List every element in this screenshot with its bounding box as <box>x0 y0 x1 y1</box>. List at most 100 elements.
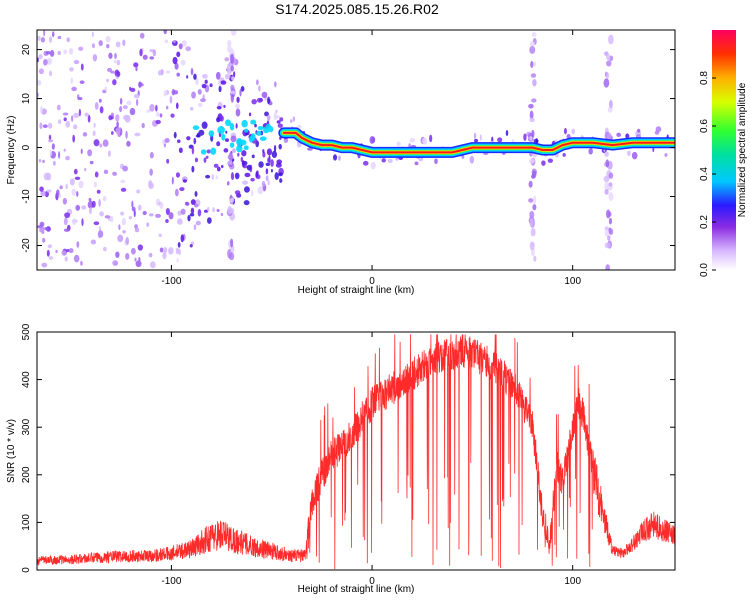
spectral-blob-bright <box>221 133 226 141</box>
spectral-blob <box>370 161 376 170</box>
spectral-blob <box>80 260 83 266</box>
spectral-streak <box>604 242 611 249</box>
spectral-blob <box>169 95 173 104</box>
spectral-blob <box>196 132 200 138</box>
spectral-blob <box>177 139 181 144</box>
snr-y-axis-label: SNR (10 * v/v) <box>6 419 17 483</box>
spectral-blob <box>338 155 341 161</box>
spectral-blob <box>118 224 121 231</box>
spectral-blob <box>216 208 220 213</box>
y-tick-label: 400 <box>21 371 32 388</box>
spectral-blob <box>261 91 268 99</box>
spectral-blob <box>197 209 202 217</box>
spectral-streak <box>603 78 610 88</box>
spectral-blob <box>59 185 63 190</box>
spectral-blob <box>63 148 66 152</box>
spectral-blob <box>235 108 241 117</box>
spectral-blob <box>230 172 235 181</box>
spectral-streak <box>227 40 232 47</box>
spectral-streak <box>608 217 613 225</box>
spectral-blob <box>172 56 178 65</box>
spectral-blob <box>654 130 660 135</box>
spectral-blob <box>189 106 194 111</box>
spectral-blob <box>42 159 45 164</box>
spectral-blob <box>148 213 154 217</box>
spectral-blob <box>49 70 53 77</box>
spectral-blob <box>94 102 99 110</box>
spectral-streak <box>608 172 614 179</box>
spectral-streak <box>529 210 535 219</box>
spectral-blob <box>212 207 215 213</box>
spectral-blob <box>46 189 52 193</box>
spectral-blob <box>254 123 257 128</box>
y-tick-label: 20 <box>21 44 32 56</box>
spectral-blob <box>168 247 174 255</box>
spectral-blob <box>258 161 264 168</box>
spectral-blob <box>155 213 161 218</box>
spectral-blob <box>170 113 175 118</box>
spectral-blob <box>113 60 117 64</box>
spectral-blob <box>48 134 52 141</box>
spectral-blob <box>190 199 196 205</box>
spectral-blob <box>162 251 167 260</box>
ridge-core <box>282 131 675 154</box>
spectral-blob <box>216 106 222 110</box>
page-title: S174.2025.085.15.26.R02 <box>275 1 439 17</box>
spectral-blob <box>173 131 177 139</box>
spectral-streak <box>529 117 535 123</box>
spectral-streak <box>228 252 235 261</box>
spectral-blob <box>181 40 187 47</box>
spectral-blob <box>175 247 180 255</box>
spectral-blob <box>116 71 121 77</box>
spectral-streak <box>606 53 611 61</box>
colorbar-label: Normalized spectral amplitude <box>737 82 748 217</box>
spectral-blob <box>71 188 76 196</box>
spectral-blob <box>122 105 128 110</box>
spectral-blob <box>236 96 240 103</box>
spectral-blob <box>68 248 74 254</box>
spectral-blob <box>49 149 53 157</box>
y-tick-label: 300 <box>21 418 32 435</box>
spectral-blob <box>134 227 140 233</box>
spectral-blob <box>139 32 145 39</box>
spectral-blob <box>429 134 433 143</box>
spectral-blob <box>102 195 107 202</box>
spectral-blob <box>278 143 282 150</box>
spectral-blob <box>165 70 171 74</box>
spectral-blob <box>135 260 142 268</box>
spectral-blob <box>115 127 121 135</box>
spectral-streak <box>605 209 611 219</box>
spectral-blob <box>165 208 170 216</box>
spectral-blob <box>51 31 55 38</box>
spectral-blob <box>42 237 46 243</box>
spectral-blob <box>362 160 369 166</box>
spectral-blob <box>273 112 278 121</box>
spectral-blob <box>78 108 81 117</box>
spectral-blob <box>276 120 281 124</box>
x-tick-label: 0 <box>369 576 375 587</box>
spectral-blob <box>275 115 281 119</box>
snr-series <box>37 334 675 570</box>
spectral-blob <box>224 57 230 62</box>
spectral-blob <box>81 205 87 210</box>
spectral-blob <box>175 172 180 178</box>
spectral-blob <box>262 151 266 158</box>
spectral-blob <box>105 35 111 43</box>
spectral-blob <box>39 122 43 130</box>
spectral-blob <box>195 77 199 86</box>
spectral-blob <box>114 52 117 60</box>
spectral-blob <box>250 177 255 182</box>
spectral-blob <box>180 208 186 215</box>
spectral-blob <box>133 209 136 218</box>
spectral-streak <box>530 73 537 78</box>
spectral-blob <box>40 37 46 43</box>
spectral-blob <box>631 151 638 160</box>
spectral-blob <box>261 180 266 188</box>
spectral-blob <box>77 96 83 101</box>
spectral-blob <box>38 68 44 75</box>
spectral-blob <box>76 241 80 248</box>
spectral-blob <box>142 54 148 60</box>
spectral-blob <box>57 119 62 125</box>
spectral-blob <box>126 100 132 106</box>
snr-x-ticks: -100 0 100 <box>161 332 581 587</box>
